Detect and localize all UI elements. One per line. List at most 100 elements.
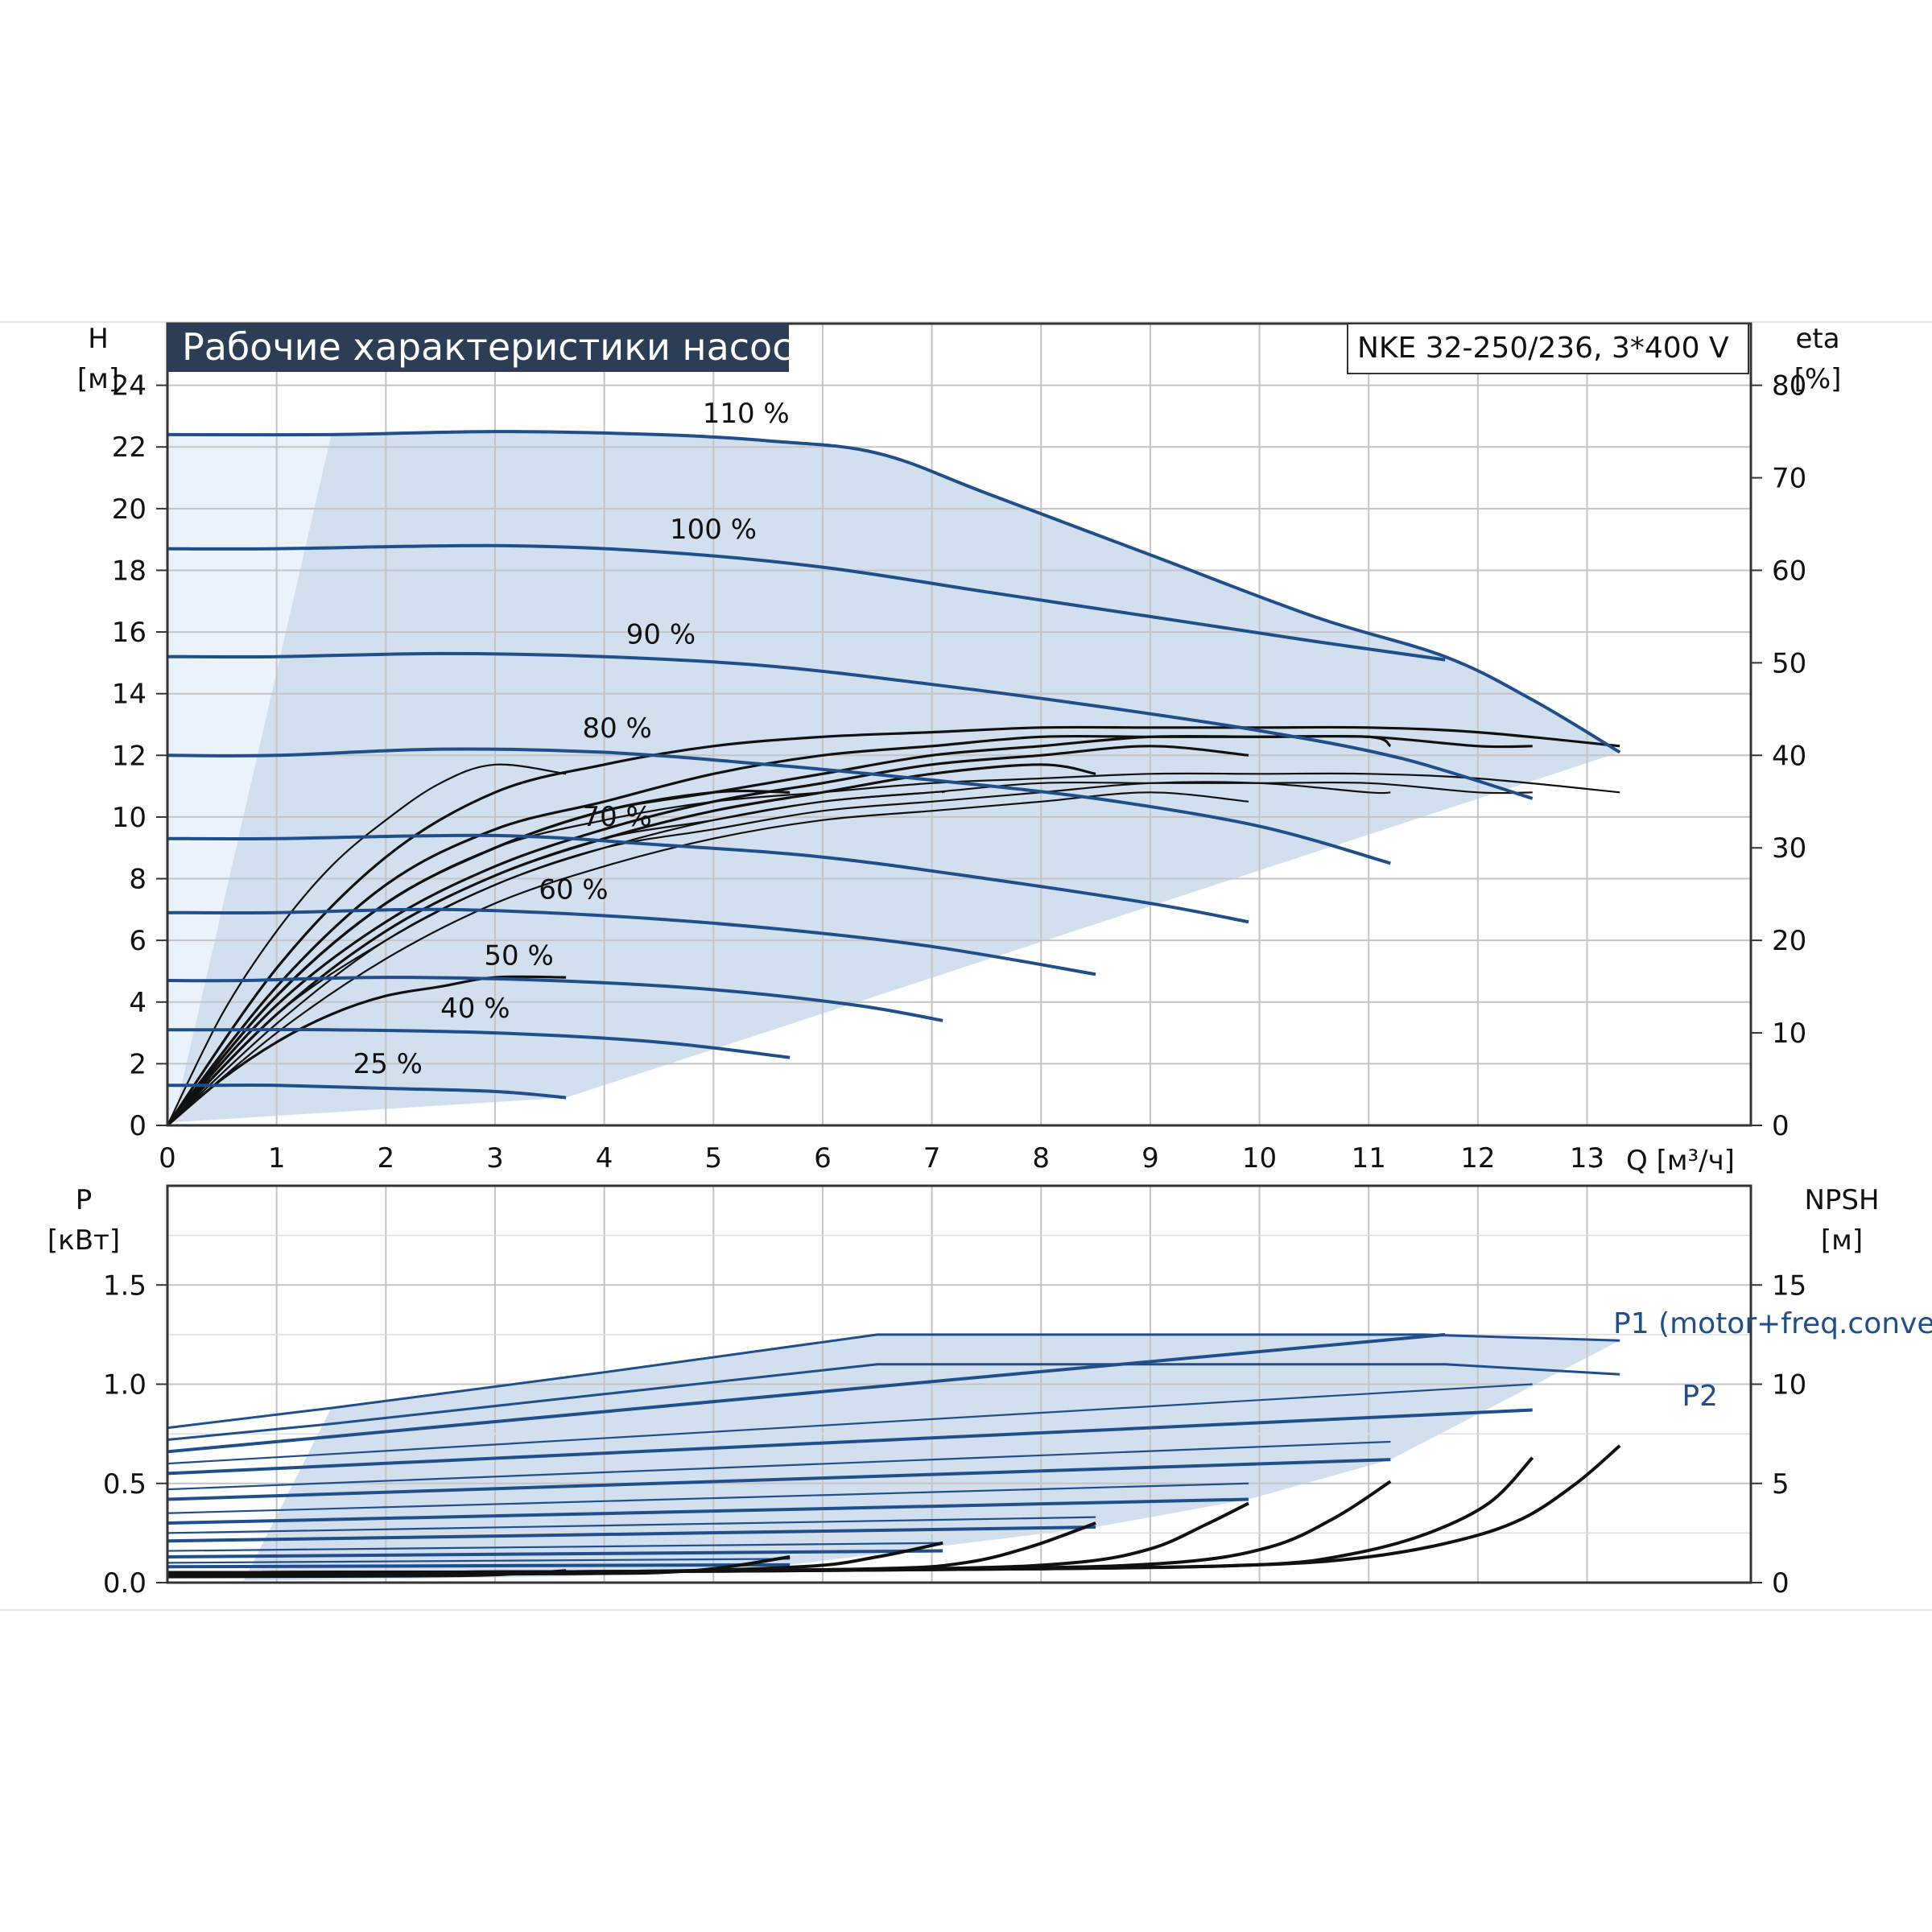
chart-title-bar <box>167 324 789 372</box>
flow-tick-label: 10 <box>1242 1142 1277 1174</box>
head-tick-label: 0 <box>129 1110 147 1142</box>
power-curve-P1-motor-freq-converter <box>167 1333 1620 1430</box>
power-curve-9 <box>167 1497 1249 1525</box>
power-curve-10 <box>167 1516 1096 1534</box>
flow-tick-label: 11 <box>1352 1142 1386 1174</box>
head-tick-label: 20 <box>112 493 147 526</box>
flow-tick-label: 9 <box>1141 1142 1159 1174</box>
head-curve-50 <box>167 976 943 1022</box>
head-curve-25 <box>167 1083 567 1100</box>
npsh-y-ticks-right: 0 5 10 15 <box>1751 1269 1806 1600</box>
npsh-axis-symbol: NPSH <box>1804 1184 1879 1216</box>
efficiency-curve-11 <box>166 789 791 1127</box>
efficiency-tick-label: 50 <box>1772 647 1806 679</box>
npsh-tick-label: 5 <box>1772 1468 1790 1501</box>
flow-tick-label: 4 <box>596 1142 613 1174</box>
head-tick-label: 18 <box>112 555 147 587</box>
power-curve-3 <box>167 1332 1446 1454</box>
power-tick-label: 0.5 <box>103 1468 147 1501</box>
npsh-axis-unit: [м] <box>1821 1224 1863 1257</box>
efficiency-tick-label: 30 <box>1772 832 1806 865</box>
efficiency-curve-6 <box>167 781 1391 1126</box>
efficiency-tick-label: 60 <box>1772 555 1806 587</box>
head-curve-60 <box>167 907 1096 976</box>
efficiency-curve-8 <box>167 791 1249 1126</box>
flow-tick-label: 2 <box>377 1142 394 1174</box>
power-axis-symbol: P <box>76 1184 93 1216</box>
speed-label-40: 40 % <box>440 993 510 1025</box>
power-y-ticks-left: 0.0 0.5 1.0 1.5 <box>103 1269 167 1600</box>
head-y-ticks-right: 0 10 20 30 40 50 60 70 80 <box>1751 370 1806 1142</box>
flow-tick-label: 3 <box>486 1142 504 1174</box>
power-curve-15 <box>167 1563 791 1569</box>
head-curve-40 <box>167 1027 791 1059</box>
head-tick-label: 8 <box>129 864 147 896</box>
flow-tick-label: 13 <box>1570 1142 1604 1174</box>
speed-label-25: 25 % <box>353 1048 423 1080</box>
power-curve-5 <box>167 1408 1533 1476</box>
npsh-tick-label: 0 <box>1772 1567 1790 1600</box>
efficiency-curve-9 <box>166 763 1096 1127</box>
efficiency-curve-7 <box>166 745 1249 1127</box>
head-axis-symbol: H <box>88 323 109 355</box>
efficiency-axis-symbol: eta <box>1795 323 1839 355</box>
npsh-curve-8 <box>167 1569 567 1579</box>
head-curve-70 <box>167 833 1249 924</box>
efficiency-tick-label: 20 <box>1772 925 1806 957</box>
power-tick-label: 1.5 <box>103 1269 147 1302</box>
efficiency-curve-12 <box>167 763 567 1126</box>
head-tick-label: 22 <box>112 431 147 464</box>
power-curve-7 <box>167 1458 1391 1501</box>
power-curves <box>167 1332 1620 1576</box>
head-tick-label: 24 <box>112 370 147 402</box>
head-curve-90 <box>167 651 1534 800</box>
power-chart-panel: 0.0 0.5 1.0 1.5 0 5 10 15 P1 (motor+freq.conve… <box>47 1184 1932 1600</box>
head-plot-frame <box>166 322 1752 1127</box>
power-curve-13 <box>167 1549 943 1558</box>
flow-tick-label: 7 <box>923 1142 941 1174</box>
npsh-curve-7 <box>167 1555 791 1577</box>
head-curve-80 <box>167 747 1391 865</box>
speed-label-110: 110 % <box>703 398 790 430</box>
power-tick-label: 1.0 <box>103 1369 147 1402</box>
power-axis-unit: [кВт] <box>47 1224 120 1257</box>
speed-labels: 110 % 100 % 90 % 80 % 70 % 60 % 50 % 40 % 25 % <box>353 398 790 1080</box>
head-curve-110 <box>167 430 1621 754</box>
flow-tick-label: 6 <box>814 1142 832 1174</box>
pump-model: NKE 32-250/236, 3*400 V <box>1357 332 1729 365</box>
flow-tick-label: 1 <box>268 1142 286 1174</box>
efficiency-tick-label: 70 <box>1772 463 1806 495</box>
flow-tick-label: 0 <box>159 1142 176 1174</box>
head-tick-label: 6 <box>129 925 147 957</box>
power-curve-12 <box>167 1542 943 1552</box>
speed-label-50: 50 % <box>484 939 553 972</box>
head-axis-unit: [м] <box>77 363 119 395</box>
speed-label-60: 60 % <box>539 873 608 906</box>
power-tick-label: 0.0 <box>103 1567 147 1600</box>
power-curve-8 <box>167 1482 1249 1514</box>
npsh-tick-label: 15 <box>1772 1269 1806 1302</box>
flow-axis-title: Q [м³/ч] <box>1626 1145 1735 1177</box>
head-tick-label: 2 <box>129 1048 147 1080</box>
efficiency-axis-unit: [%] <box>1794 363 1842 395</box>
head-tick-label: 14 <box>112 679 147 711</box>
head-curves <box>167 430 1621 1100</box>
head-tick-label: 12 <box>112 740 147 772</box>
power-curve-6 <box>167 1440 1391 1491</box>
speed-label-90: 90 % <box>626 618 696 650</box>
power-curve-11 <box>167 1525 1096 1543</box>
npsh-curves <box>167 1444 1621 1579</box>
flow-tick-label: 8 <box>1032 1142 1050 1174</box>
p2-label: P2 <box>1682 1380 1718 1413</box>
speed-label-100: 100 % <box>670 514 757 546</box>
power-curve-4 <box>167 1383 1533 1465</box>
flow-x-ticks: 0 1 2 3 4 5 6 7 8 9 10 11 12 13 <box>159 1142 1604 1174</box>
npsh-tick-label: 10 <box>1772 1369 1806 1402</box>
efficiency-tick-label: 40 <box>1772 740 1806 772</box>
efficiency-tick-label: 10 <box>1772 1018 1806 1050</box>
model-box <box>1347 323 1749 374</box>
power-curve-P2 <box>167 1363 1620 1441</box>
chart-title: Рабочие характеристики насоса <box>182 325 815 369</box>
